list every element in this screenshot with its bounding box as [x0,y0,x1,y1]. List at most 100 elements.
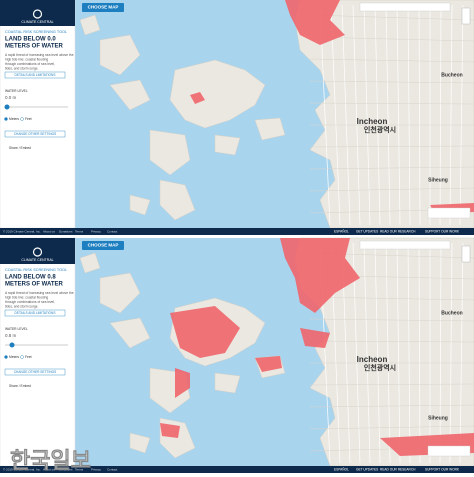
description: through combinations of sea level, [5,62,55,66]
page-title: METERS OF WATER [5,282,64,288]
unit-label: Meters [9,117,19,121]
map-label: 인천광역시 [364,125,396,134]
details-label: DETAILS AND LIMITATIONS [15,73,56,77]
description: high tide line: coastal flooding [5,295,48,299]
footer-link: Donations [59,229,73,233]
logo-band [0,0,75,26]
road [352,4,361,226]
choose-map-label: CHOOSE MAP [88,243,119,248]
logo-icon [32,9,43,19]
description: A rapid threat of increasing sea level a… [5,291,74,295]
water-level: 0.8 m [5,333,17,338]
logo-text: CLIMATE CENTRAL [21,20,53,24]
flood-area [300,328,330,348]
footer-link: READ OUR RESEARCH [380,467,416,471]
road [309,318,474,322]
share-link: Share / Embed [9,146,31,150]
map-label: Incheon [357,355,388,364]
sidebar [0,0,76,229]
logo-icon [32,247,43,257]
road [309,404,474,408]
map-label: Incheon [357,117,388,126]
water-level-label: WATER LEVEL [5,327,28,331]
details-button[interactable] [4,71,66,79]
road [309,187,474,192]
footer-link: Privacy [91,467,101,471]
search-box[interactable] [359,240,451,250]
tool-name: COASTAL RISK SCREENING TOOL [5,268,67,272]
footer-link: About us [43,229,55,233]
map-legend [427,207,471,219]
road [385,242,391,464]
footer-link: SUPPORT OUR WORK [425,467,460,471]
unit-radio[interactable] [4,117,8,121]
tool-name: COASTAL RISK SCREENING TOOL [5,30,67,34]
settings-button[interactable] [4,368,66,376]
unit-radio[interactable] [20,355,24,359]
land [254,117,286,141]
road [439,4,442,226]
footer-link: Contact [107,229,118,233]
road [374,4,381,226]
description: tides, and storm surge. [5,66,39,70]
footer [0,466,474,473]
footer-link: About us [43,467,55,471]
footer-link: ESPAÑOL [334,466,349,471]
land [109,317,151,349]
choose-map-label: CHOOSE MAP [88,5,119,10]
road [418,242,421,464]
land [169,59,266,129]
search-box[interactable] [359,2,451,12]
settings-button[interactable] [4,130,66,138]
footer-link: READ OUR RESEARCH [380,229,416,233]
logo-band [0,238,75,264]
map-label: Siheung [428,415,448,421]
road [363,242,371,464]
road [309,14,474,21]
footer-link: Contact [107,467,118,471]
map-legend [427,445,471,457]
map-label: Bucheon [441,72,462,78]
footer-link: SUPPORT OUR WORK [425,229,460,233]
page-title: LAND BELOW 0.0 [5,37,56,43]
flood-area [280,238,360,313]
choose-map-button[interactable] [82,241,124,250]
details-button[interactable] [4,309,66,317]
map-label: Bucheon [441,310,462,316]
zoom-controls[interactable] [461,245,471,263]
road [396,242,401,464]
road [309,383,474,386]
slider-thumb[interactable] [9,342,15,348]
footer [0,228,474,235]
land [99,34,141,76]
slider-thumb[interactable] [4,104,10,110]
road [341,4,351,226]
land [159,179,196,221]
road [309,296,474,301]
flood-area [190,92,205,104]
road [396,4,401,226]
page-title: METERS OF WATER [5,44,64,50]
details-label: DETAILS AND LIMITATIONS [15,311,56,315]
sidebar [0,237,76,467]
land [129,194,151,216]
road [439,242,442,464]
share-link: Share / Embed [9,384,31,388]
land [149,129,191,176]
unit-radio[interactable] [4,355,8,359]
road [309,80,474,84]
unit-radio[interactable] [20,117,24,121]
land [214,372,241,394]
footer-link: Donations [59,467,73,471]
choose-map-button[interactable] [82,3,124,12]
road [363,4,371,226]
road [309,145,474,148]
flood-area [285,0,345,45]
footer-link: Terms [75,467,84,471]
zoom-controls[interactable] [461,7,471,25]
logo-text: CLIMATE CENTRAL [21,258,53,262]
footer-link: ESPAÑOL [334,228,349,233]
flood-area [160,423,180,438]
